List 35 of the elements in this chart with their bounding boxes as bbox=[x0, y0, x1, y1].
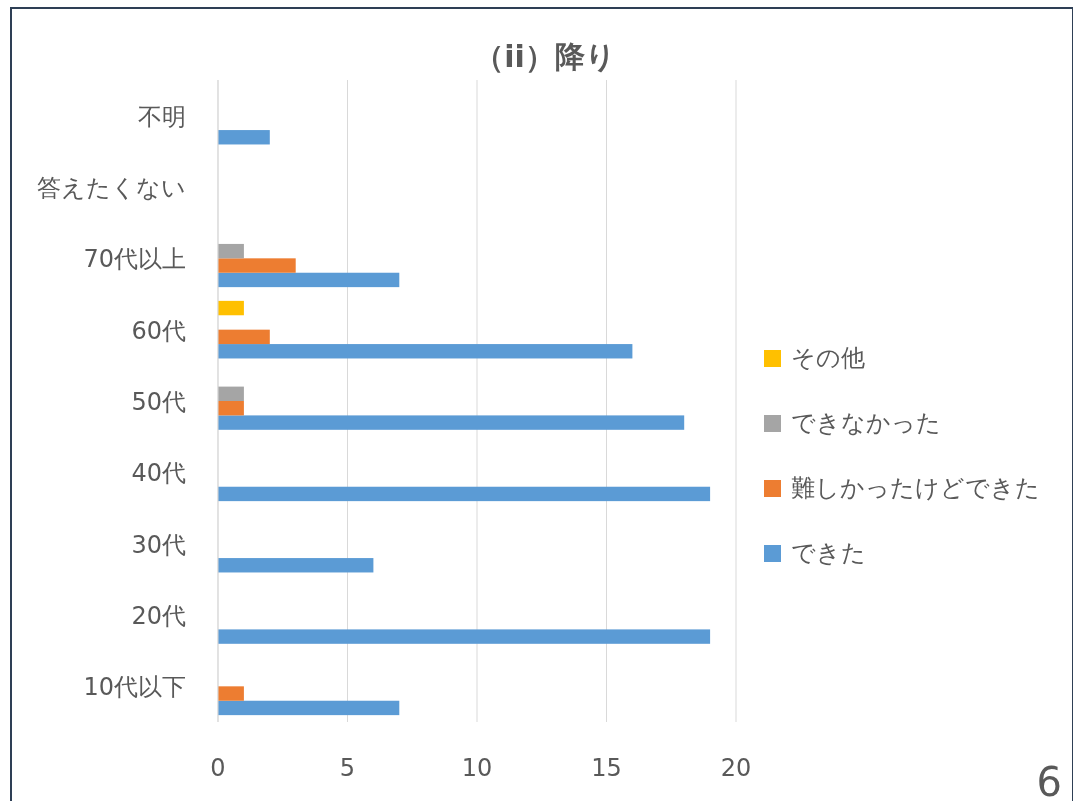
bar bbox=[218, 300, 244, 316]
bar bbox=[218, 386, 244, 401]
legend-label: できた bbox=[791, 539, 866, 567]
y-tick-label: 70代以上 bbox=[83, 245, 186, 274]
x-tick-label: 0 bbox=[210, 754, 226, 782]
x-tick-label: 5 bbox=[339, 754, 356, 782]
y-tick-label: 30代 bbox=[131, 530, 186, 559]
y-tick-label: 60代 bbox=[131, 316, 186, 345]
legend-label: その他 bbox=[791, 344, 865, 372]
x-tick-label: 15 bbox=[591, 754, 622, 782]
bar bbox=[218, 415, 685, 430]
bar bbox=[218, 401, 244, 416]
legend-label: できなかった bbox=[791, 409, 941, 437]
y-tick-label: 不明 bbox=[138, 102, 186, 131]
bar bbox=[218, 243, 244, 259]
x-tick-label: 10 bbox=[461, 754, 493, 782]
text: 6 bbox=[1036, 759, 1062, 801]
bar bbox=[218, 344, 633, 359]
bar bbox=[218, 329, 270, 345]
bar bbox=[218, 272, 400, 288]
bar bbox=[218, 700, 400, 716]
legend-label: 難しかったけどできた bbox=[791, 474, 1040, 502]
bar bbox=[218, 686, 244, 701]
y-tick-label: 50代 bbox=[131, 388, 186, 416]
bar bbox=[218, 558, 374, 573]
x-tick-label: 20 bbox=[720, 754, 752, 782]
bar bbox=[218, 130, 270, 145]
bar bbox=[218, 258, 296, 273]
y-tick-label: 40代 bbox=[131, 459, 186, 488]
y-tick-label: 答えたくない bbox=[37, 174, 186, 202]
y-tick-label: 10代以下 bbox=[83, 673, 186, 702]
chart-title: （ii）降り bbox=[474, 39, 616, 74]
bar bbox=[218, 629, 711, 644]
y-tick-label: 20代 bbox=[131, 602, 186, 630]
bar bbox=[218, 486, 711, 502]
